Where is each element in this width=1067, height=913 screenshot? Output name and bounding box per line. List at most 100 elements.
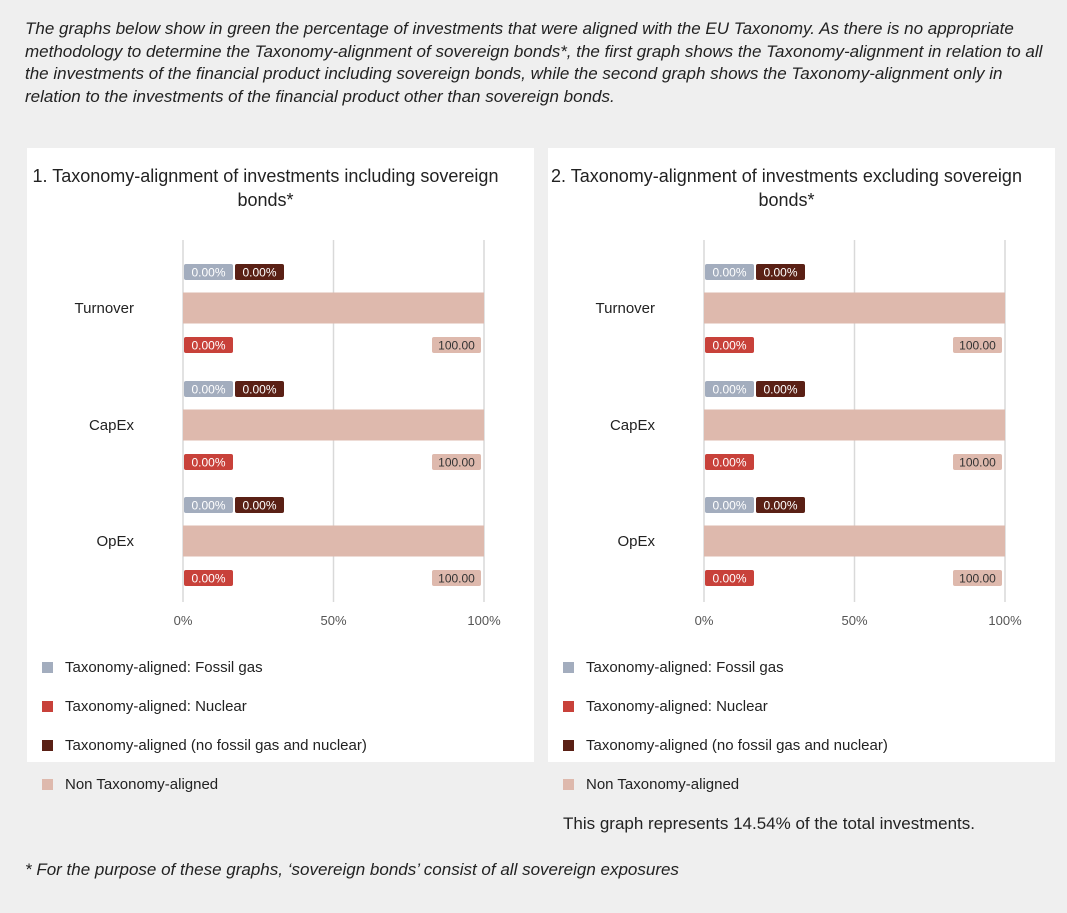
legend-label: Taxonomy-aligned: Fossil gas [586,659,784,676]
aligned-other-data-label: 0.00% [242,383,276,397]
fossil-gas-data-label: 0.00% [712,499,746,513]
legend-item-non-aligned: Non Taxonomy-aligned [563,765,888,804]
x-tick-label: 100% [467,613,501,628]
legend-swatch [42,779,53,790]
bar-non-aligned [183,525,484,557]
category-label: OpEx [617,533,655,550]
bar-non-aligned [183,409,484,441]
non-aligned-label-bg [432,337,481,353]
non-aligned-label-bg [432,454,481,470]
x-tick-label: 100% [988,613,1022,628]
legend-swatch [563,701,574,712]
legend-label: Taxonomy-aligned: Nuclear [586,698,768,715]
legend-item-fossil-gas: Taxonomy-aligned: Fossil gas [563,648,888,687]
legend: Taxonomy-aligned: Fossil gas Taxonomy-al… [563,648,888,804]
non-aligned-label-bg [953,337,1002,353]
chart-panel-including-sovereign-bonds: 1. Taxonomy-alignment of investments inc… [27,148,534,793]
non-aligned-label-bg [953,570,1002,586]
legend-swatch [563,779,574,790]
legend-item-fossil-gas: Taxonomy-aligned: Fossil gas [42,648,367,687]
non-aligned-label-bg [432,570,481,586]
legend: Taxonomy-aligned: Fossil gas Taxonomy-al… [42,648,367,804]
chart-note: This graph represents 14.54% of the tota… [563,814,976,833]
bar-non-aligned [704,292,1005,324]
aligned-other-data-label: 0.00% [242,266,276,280]
fossil-gas-label-bg [184,381,233,397]
legend-label: Taxonomy-aligned: Nuclear [65,698,247,715]
fossil-gas-data-label: 0.00% [191,266,225,280]
legend-label: Taxonomy-aligned (no fossil gas and nucl… [586,737,888,754]
bar-non-aligned [704,409,1005,441]
nuclear-data-label: 0.00% [712,456,746,470]
nuclear-data-label: 0.00% [191,456,225,470]
non-aligned-data-label: 100.00 [438,339,475,353]
x-tick-label: 0% [174,613,193,628]
x-tick-label: 0% [695,613,714,628]
bar-non-aligned [704,525,1005,557]
nuclear-data-label: 0.00% [191,572,225,586]
fossil-gas-data-label: 0.00% [712,266,746,280]
fossil-gas-label-bg [705,264,754,280]
legend-item-nuclear: Taxonomy-aligned: Nuclear [563,687,888,726]
chart-title: 2. Taxonomy-alignment of investments exc… [551,166,1022,210]
nuclear-label-bg [705,454,754,470]
fossil-gas-data-label: 0.00% [191,499,225,513]
bar-non-aligned [183,292,484,324]
aligned-other-data-label: 0.00% [763,499,797,513]
nuclear-data-label: 0.00% [712,339,746,353]
category-label: OpEx [96,533,134,550]
category-label: Turnover [75,300,134,317]
aligned-other-label-bg [756,264,805,280]
nuclear-label-bg [184,337,233,353]
aligned-other-label-bg [235,264,284,280]
x-tick-label: 50% [320,613,346,628]
aligned-other-data-label: 0.00% [763,383,797,397]
bar-chart: 0% 50% 100% Turnover 0.00% 0.00% 0.00% 100.00 Ca… [596,240,1022,628]
category-label: CapEx [89,417,135,434]
aligned-other-label-bg [235,381,284,397]
legend-item-aligned-other: Taxonomy-aligned (no fossil gas and nucl… [42,726,367,765]
fossil-gas-label-bg [705,497,754,513]
chart-title: 1. Taxonomy-alignment of investments inc… [32,166,499,210]
aligned-other-label-bg [756,381,805,397]
aligned-other-label-bg [756,497,805,513]
fossil-gas-label-bg [705,381,754,397]
aligned-other-label-bg [235,497,284,513]
nuclear-label-bg [705,337,754,353]
legend-label: Non Taxonomy-aligned [586,776,740,793]
legend-label: Taxonomy-aligned (no fossil gas and nucl… [65,737,367,754]
chart-panel-excluding-sovereign-bonds: 2. Taxonomy-alignment of investments exc… [548,148,1055,833]
category-label: Turnover [596,300,655,317]
footnote: * For the purpose of these graphs, ‘sove… [25,860,679,879]
fossil-gas-data-label: 0.00% [191,383,225,397]
legend-label: Non Taxonomy-aligned [65,776,219,793]
legend-item-aligned-other: Taxonomy-aligned (no fossil gas and nucl… [563,726,888,765]
nuclear-data-label: 0.00% [191,339,225,353]
nuclear-label-bg [184,454,233,470]
aligned-other-data-label: 0.00% [242,499,276,513]
non-aligned-data-label: 100.00 [959,339,996,353]
legend-item-non-aligned: Non Taxonomy-aligned [42,765,367,804]
legend-item-nuclear: Taxonomy-aligned: Nuclear [42,687,367,726]
intro-text: The graphs below show in green the perce… [25,19,1043,106]
legend-swatch [563,662,574,673]
legend-label: Taxonomy-aligned: Fossil gas [65,659,263,676]
non-aligned-data-label: 100.00 [959,572,996,586]
fossil-gas-label-bg [184,264,233,280]
x-tick-label: 50% [841,613,867,628]
legend-swatch [42,662,53,673]
non-aligned-label-bg [953,454,1002,470]
nuclear-label-bg [184,570,233,586]
legend-swatch [42,740,53,751]
non-aligned-data-label: 100.00 [438,572,475,586]
nuclear-label-bg [705,570,754,586]
legend-swatch [563,740,574,751]
aligned-other-data-label: 0.00% [763,266,797,280]
fossil-gas-label-bg [184,497,233,513]
legend-swatch [42,701,53,712]
non-aligned-data-label: 100.00 [438,456,475,470]
fossil-gas-data-label: 0.00% [712,383,746,397]
non-aligned-data-label: 100.00 [959,456,996,470]
category-label: CapEx [610,417,656,434]
bar-chart: 0% 50% 100% Turnover 0.00% 0.00% 0.00% 100.00 Ca… [75,240,501,628]
